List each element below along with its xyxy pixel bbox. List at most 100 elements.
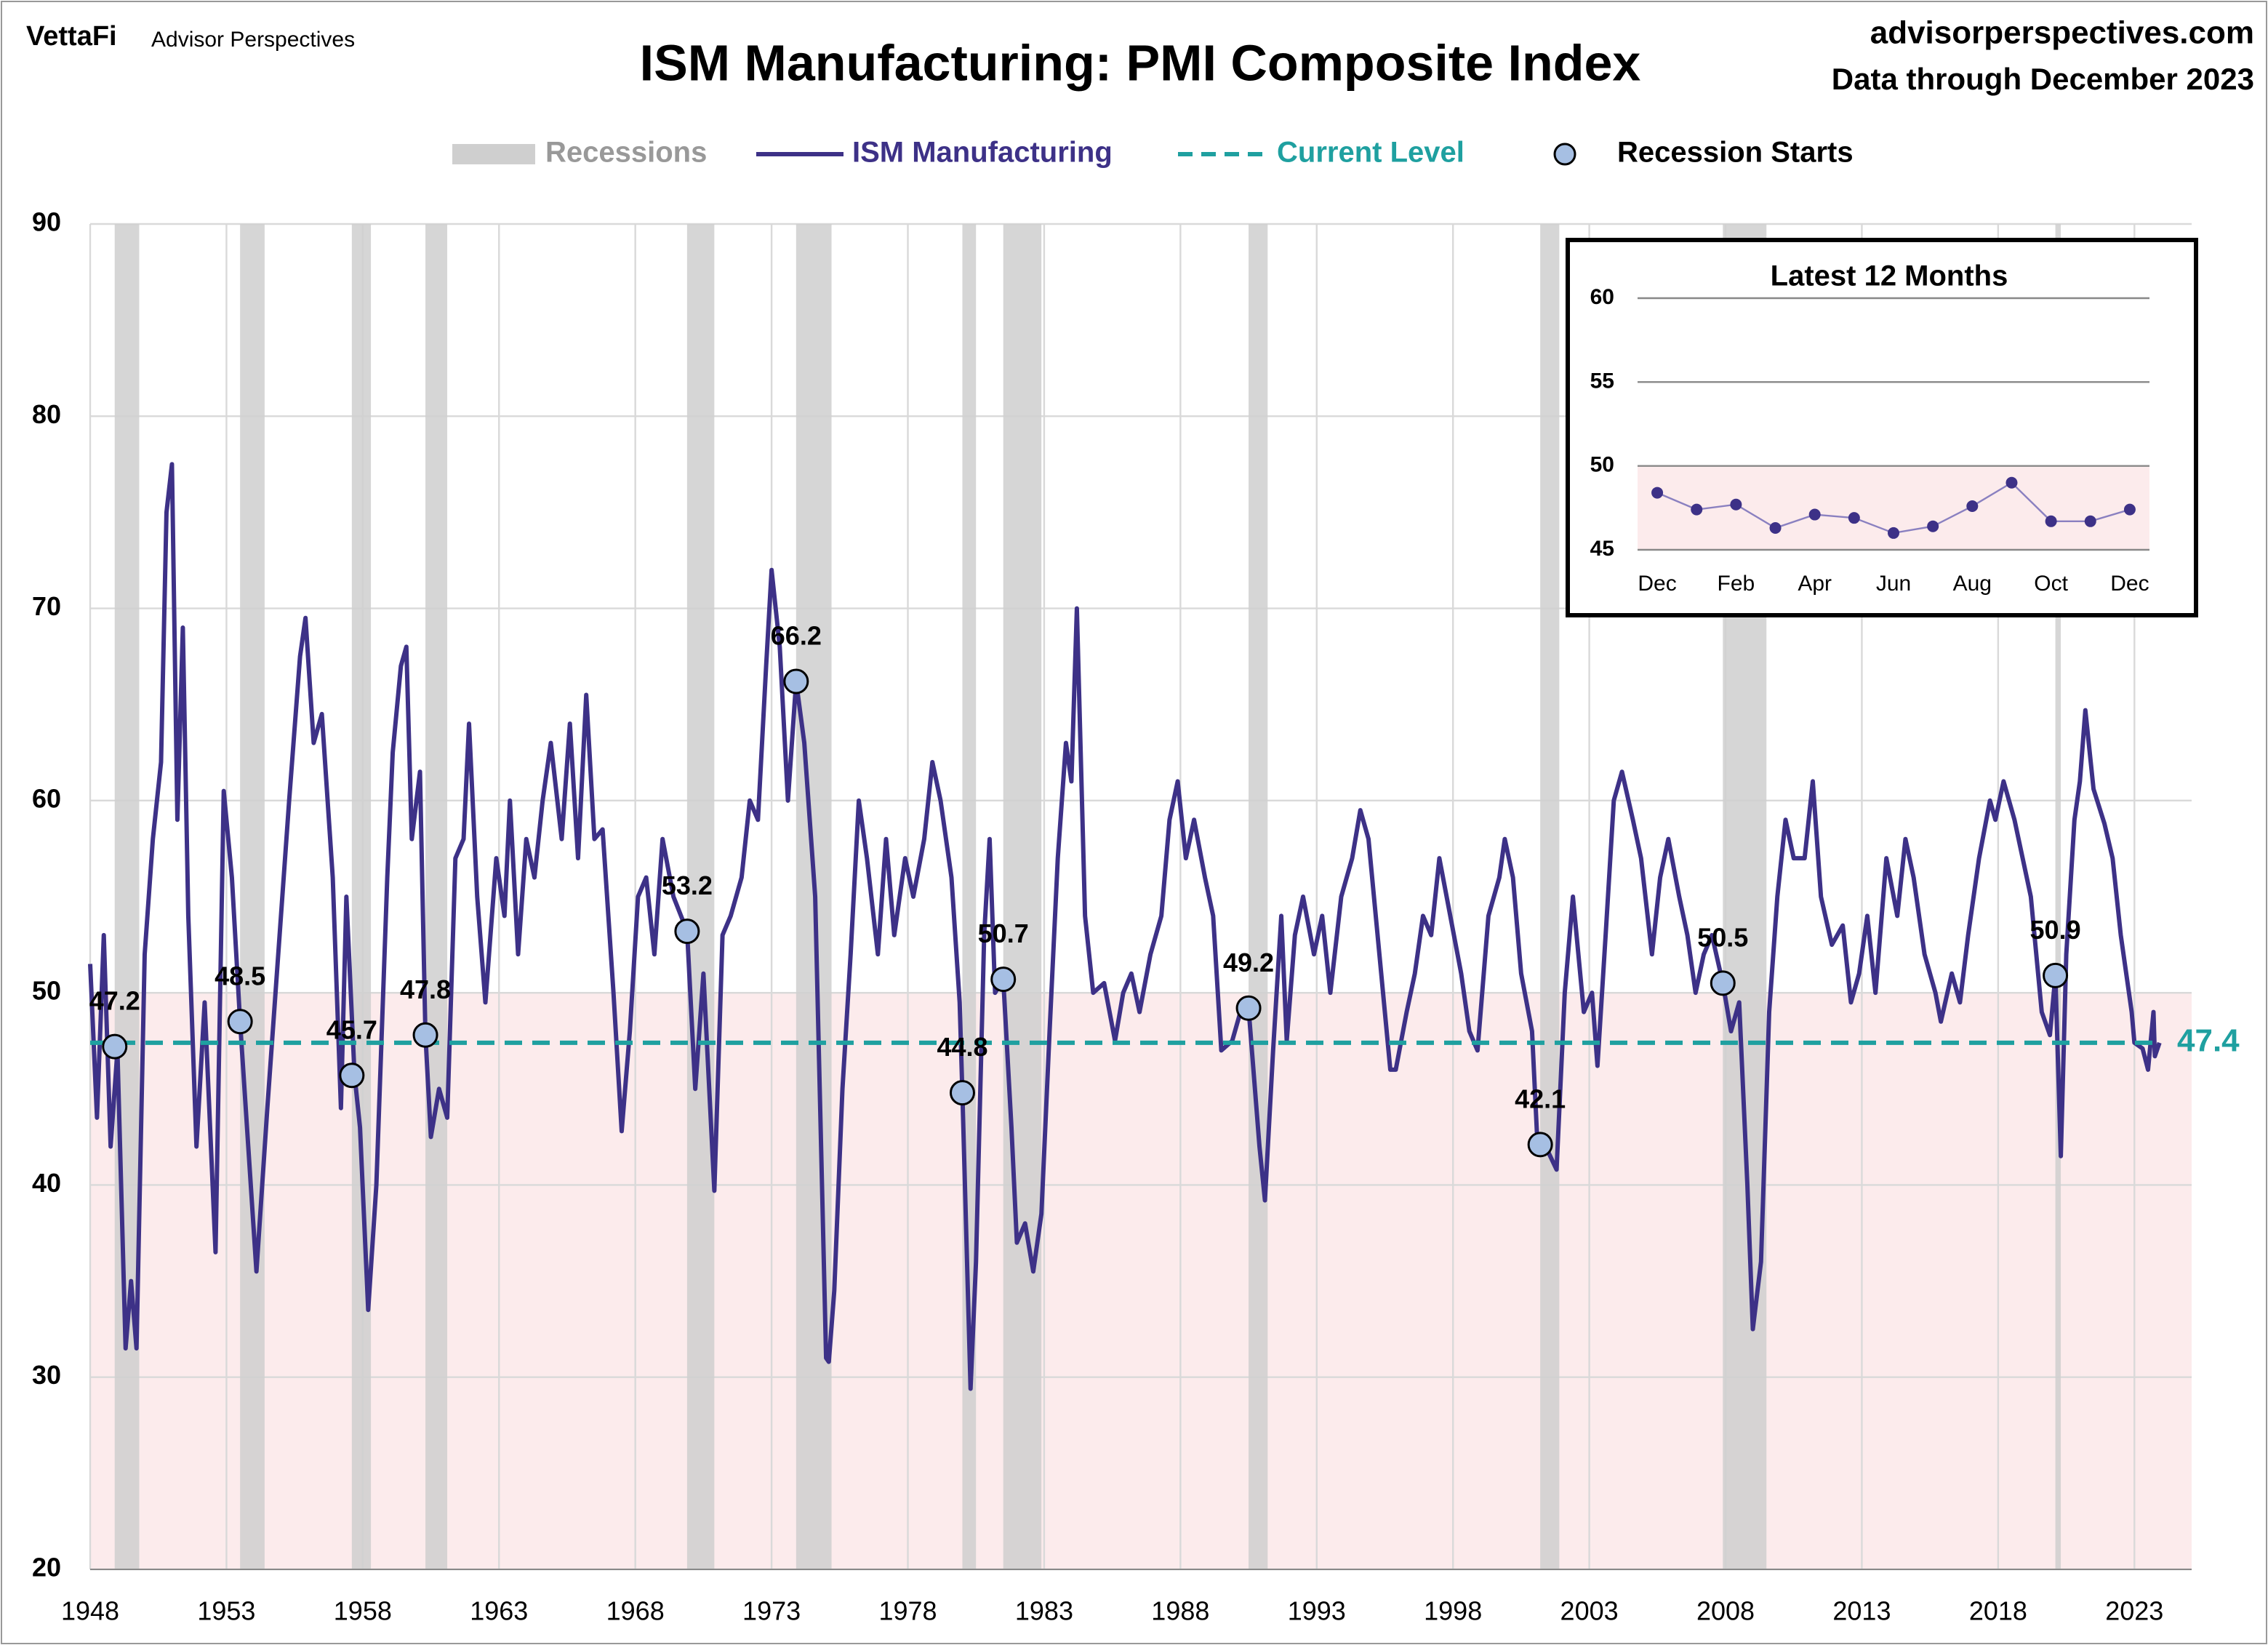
recession-start-marker: [949, 1080, 975, 1106]
recession-band: [425, 224, 448, 1569]
x-tick-label: 2018: [1969, 1596, 2027, 1626]
recession-start-label: 42.1: [1515, 1084, 1566, 1113]
y-tick-label: 50: [1590, 453, 1614, 477]
x-tick-label: 1993: [1288, 1596, 1346, 1626]
recession-band: [351, 224, 372, 1569]
recession-start-marker: [990, 966, 1017, 993]
current-level-label: 47.4: [2177, 1022, 2240, 1058]
x-tick-label: 1953: [197, 1596, 255, 1626]
recession-start-marker: [102, 1033, 128, 1060]
point: [2084, 515, 2096, 527]
legend: Recessions ISM Manufacturing Current Level…: [452, 137, 1854, 169]
point: [2005, 476, 2018, 489]
recession-band: [114, 224, 140, 1569]
brand: VettaFi: [26, 21, 117, 52]
recession-band: [2055, 224, 2061, 1569]
y-tick-label: 45: [1590, 537, 1614, 561]
chart-title: ISM Manufacturing: PMI Composite Index: [640, 34, 1641, 91]
recession-start-label: 53.2: [662, 870, 713, 900]
legend-label: Current Level: [1277, 137, 1464, 169]
recession-start-label: 49.2: [1223, 948, 1274, 977]
recession-band: [240, 224, 265, 1569]
x-tick-label: 1998: [1424, 1596, 1482, 1626]
inset-title: Latest 12 Months: [1771, 260, 2008, 292]
recession-band: [1003, 224, 1042, 1569]
x-tick-label: Jun: [1876, 572, 1911, 596]
recession-start-marker: [783, 668, 809, 695]
legend-label: Recessions: [545, 137, 707, 169]
point: [1927, 520, 1939, 532]
point: [1691, 503, 1703, 516]
brand-sub: Advisor Perspectives: [151, 28, 355, 52]
recession-start-label: 50.9: [2030, 915, 2081, 945]
x-tick-label: 2003: [1560, 1596, 1619, 1626]
y-tick-label: 20: [32, 1553, 61, 1582]
recession-start-label: 47.8: [400, 974, 451, 1004]
main-plot: 20 30 40 50 60 70 80 90 1948 1953 1958 1963 1968 1973…: [32, 207, 2240, 1626]
y-tick-label: 60: [1590, 285, 1614, 309]
point: [1888, 527, 1899, 539]
x-tick-label: 1963: [470, 1596, 528, 1626]
x-tick-label: 1978: [878, 1596, 937, 1626]
series-line: [88, 462, 2162, 1391]
recession-start-label: 47.2: [89, 986, 140, 1016]
y-tick-label: 50: [32, 976, 61, 1006]
point: [1730, 498, 1742, 511]
recession-start-marker: [1527, 1132, 1553, 1158]
recession-start-label: 48.5: [215, 961, 265, 990]
y-tick-label: 70: [32, 591, 61, 621]
recession-start-label: 50.5: [1697, 922, 1748, 952]
x-tick-label: Feb: [1718, 572, 1755, 596]
recession-band: [1540, 224, 1560, 1569]
source: advisorperspectives.com: [1870, 15, 2254, 51]
inset-frame: [1566, 238, 2198, 617]
x-tick-label: 1983: [1015, 1596, 1073, 1626]
inset: Latest 12 Months 45 50 55 60 Dec Feb Apr Jun Aug…: [1566, 238, 2198, 617]
recession-start-marker: [1710, 970, 1736, 996]
legend-label: ISM Manufacturing: [852, 137, 1113, 169]
x-tick-label: Aug: [1953, 572, 1992, 596]
x-tick-label: Dec: [2110, 572, 2149, 596]
point: [1651, 487, 1664, 499]
recession-start-marker: [1235, 995, 1262, 1021]
point: [2045, 515, 2057, 527]
x-tick-label: 1973: [742, 1596, 801, 1626]
x-tick-label: 2023: [2105, 1596, 2163, 1626]
x-tick-label: 1988: [1151, 1596, 1209, 1626]
subtitle: Data through December 2023: [1832, 62, 2254, 96]
x-tick-label: 2013: [1832, 1596, 1891, 1626]
recession-start-marker: [412, 1022, 438, 1048]
recession-start-marker: [227, 1009, 253, 1035]
x-tick-label: 1958: [334, 1596, 392, 1626]
recession-start-label: 66.2: [771, 621, 822, 651]
legend-swatch: [1553, 143, 1576, 166]
recession-start-marker: [674, 918, 700, 945]
legend-swatch: [452, 144, 535, 164]
recession-start-label: 44.8: [937, 1032, 987, 1062]
y-tick-label: 55: [1590, 369, 1614, 393]
y-tick-label: 90: [32, 207, 61, 237]
x-tick-label: 1968: [606, 1596, 665, 1626]
y-tick-label: 40: [32, 1168, 61, 1198]
recession-start-marker: [339, 1062, 365, 1089]
recession-band: [1249, 224, 1268, 1569]
recession-start-marker: [2043, 962, 2069, 988]
x-tick-label: Dec: [1638, 572, 1676, 596]
y-tick-label: 60: [32, 783, 61, 813]
point: [2123, 503, 2136, 516]
x-tick-label: 1948: [61, 1596, 119, 1626]
recession-start-label: 45.7: [326, 1014, 377, 1044]
contraction-shade: [90, 993, 2192, 1569]
x-tick-label: 2008: [1696, 1596, 1755, 1626]
legend-label: Recession Starts: [1617, 137, 1854, 169]
y-tick-label: 80: [32, 399, 61, 429]
point: [1966, 500, 1979, 513]
point: [1769, 522, 1782, 535]
point: [1808, 508, 1821, 521]
recession-band: [686, 224, 715, 1569]
x-tick-label: Apr: [1798, 572, 1832, 596]
recession-start-label: 50.7: [978, 918, 1029, 948]
point: [1848, 512, 1860, 524]
